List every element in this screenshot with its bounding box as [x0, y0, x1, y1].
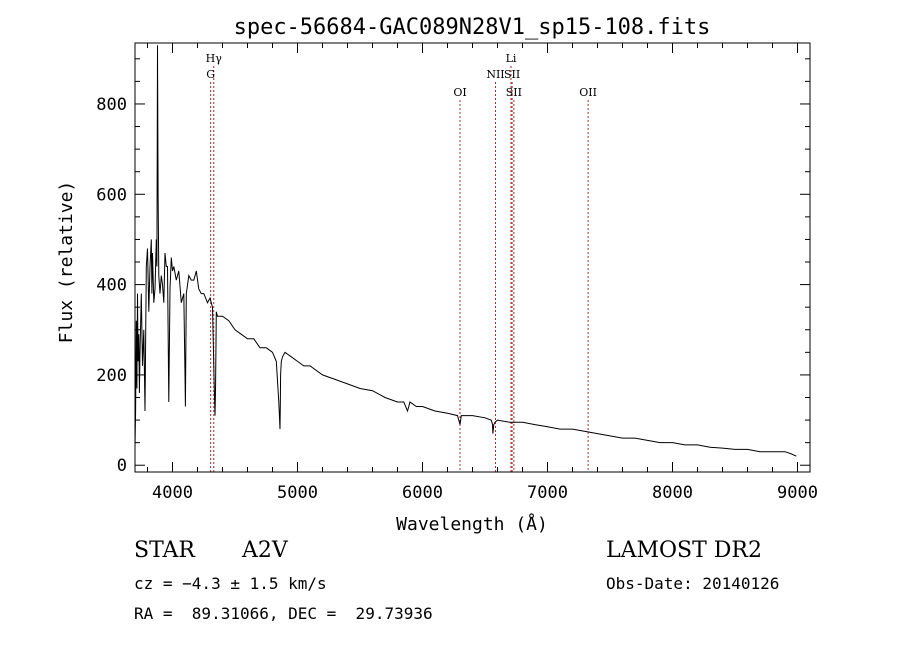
y-tick-label: 600 — [96, 185, 127, 205]
spectral-line-label: Hγ — [206, 52, 223, 65]
x-axis-label: Wavelength (Å) — [396, 513, 548, 535]
y-axis-label: Flux (relative) — [56, 181, 77, 344]
spectral-line-label: SII — [506, 86, 522, 99]
y-tick-label: 0 — [117, 456, 127, 476]
y-tick-label: 400 — [96, 276, 127, 296]
x-tick-label: 7000 — [527, 483, 568, 503]
spectral-line-label: Li — [506, 52, 517, 65]
y-tick-label: 200 — [96, 366, 127, 386]
spectrum-line — [134, 45, 797, 457]
observation-date: Obs-Date: 20140126 — [606, 574, 780, 593]
spectral-line-label: OII — [579, 86, 597, 99]
object-class: STAR — [134, 538, 195, 563]
survey-name: LAMOST DR2 — [606, 538, 762, 563]
x-tick-label: 8000 — [652, 483, 693, 503]
x-tick-label: 4000 — [152, 483, 193, 503]
spectral-line-label: G — [206, 68, 215, 81]
coordinates: RA = 89.31066, DEC = 29.73936 — [134, 604, 433, 623]
spectral-line-label: NII — [486, 68, 504, 81]
x-tick-label: 9000 — [777, 483, 818, 503]
axis-ticks: 4000 5000 6000 7000 8000 9000 0 200 400 600 800 — [96, 43, 818, 503]
object-subclass: A2V — [242, 538, 288, 563]
x-tick-label: 6000 — [402, 483, 443, 503]
redshift-velocity: cz = −4.3 ± 1.5 km/s — [134, 574, 327, 593]
spectral-line-label: OI — [453, 86, 466, 99]
x-tick-label: 5000 — [277, 483, 318, 503]
y-tick-label: 800 — [96, 95, 127, 115]
plot-frame — [134, 42, 811, 473]
chart-title: spec-56684-GAC089N28V1_sp15-108.fits — [234, 15, 711, 40]
spectral-line-label: SII — [504, 68, 520, 81]
